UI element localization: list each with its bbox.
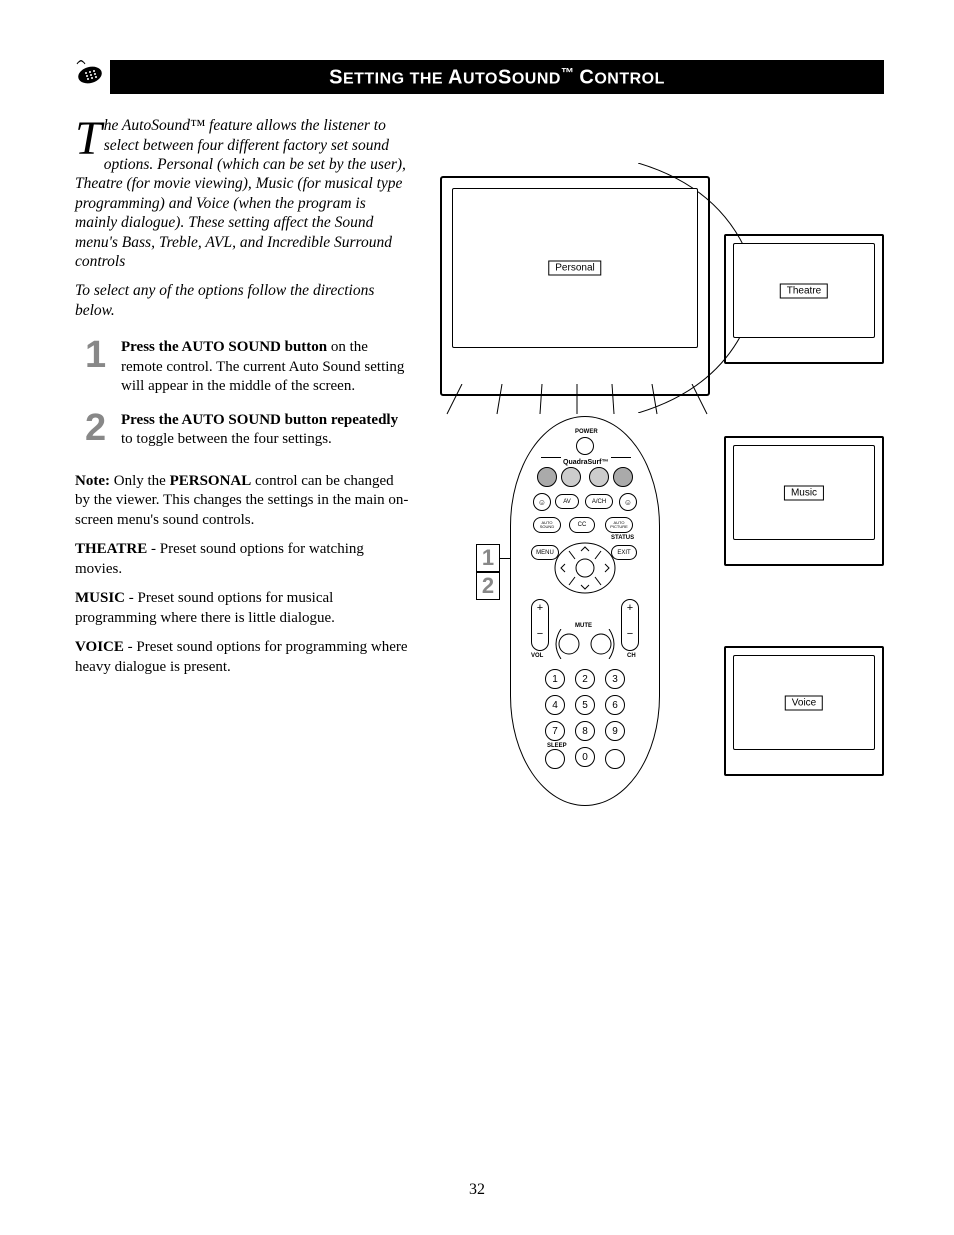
num-2: 2	[575, 669, 595, 689]
tv-music: Music	[724, 436, 884, 566]
tv-mode-label: Personal	[548, 261, 601, 276]
smiley-button-right: ☺	[619, 493, 637, 511]
tv-mode-label: Music	[784, 485, 824, 500]
num-0: 0	[575, 747, 595, 767]
nav-ring	[553, 541, 617, 595]
num-8: 8	[575, 721, 595, 741]
manual-page: SETTING THE AUTOSOUND™ CONTROL The AutoS…	[0, 0, 954, 1235]
num-4: 4	[545, 695, 565, 715]
num-3: 3	[605, 669, 625, 689]
step-number: 2	[85, 411, 107, 450]
num-5: 5	[575, 695, 595, 715]
power-button	[576, 437, 594, 455]
right-column: Personal Theatre Music	[440, 116, 884, 687]
tv-mode-label: Theatre	[780, 283, 828, 298]
av-button: AV	[555, 494, 579, 509]
step-number: 1	[85, 338, 107, 397]
sleep-button	[545, 749, 565, 769]
remote-illustration: POWER QuadraSurf™ ☺ AV A/CH ☺ AUTO SOUND…	[510, 416, 660, 806]
num-9: 9	[605, 721, 625, 741]
left-column: The AutoSound™ feature allows the listen…	[75, 116, 410, 687]
num-7: 7	[545, 721, 565, 741]
surf-button-1	[537, 467, 557, 487]
step-text: Press the AUTO SOUND button repeatedly t…	[121, 411, 410, 450]
ch-rocker: +−	[621, 599, 639, 651]
autosound-button: AUTO SOUND	[533, 517, 561, 533]
ach-button: A/CH	[585, 494, 613, 509]
tv-theatre: Theatre	[724, 234, 884, 364]
tv-screen: Personal	[452, 188, 698, 348]
step-1: 1 Press the AUTO SOUND button on the rem…	[75, 338, 410, 397]
callout-1: 1	[476, 544, 500, 572]
header-remote-icon	[75, 58, 105, 86]
surf-button-3	[589, 467, 609, 487]
surf-button-4	[613, 467, 633, 487]
intro-followup: To select any of the options follow the …	[75, 281, 410, 320]
vol-label: VOL	[531, 653, 543, 659]
blank-button	[605, 749, 625, 769]
num-6: 6	[605, 695, 625, 715]
surf-button-2	[561, 467, 581, 487]
content-area: The AutoSound™ feature allows the listen…	[75, 116, 884, 687]
mute-ring	[551, 629, 619, 659]
tv-main: Personal	[440, 176, 710, 396]
notes-block: Note: Only the PERSONAL control can be c…	[75, 472, 410, 678]
page-title-bar: SETTING THE AUTOSOUND™ CONTROL	[110, 60, 884, 94]
ch-label: CH	[627, 653, 636, 659]
page-number: 32	[469, 1181, 485, 1199]
intro-paragraph: The AutoSound™ feature allows the listen…	[75, 116, 410, 271]
step-text: Press the AUTO SOUND button on the remot…	[121, 338, 410, 397]
tv-voice: Voice	[724, 646, 884, 776]
callout-2: 2	[476, 572, 500, 600]
cc-button: CC	[569, 517, 595, 533]
brand-label: QuadraSurf™	[563, 459, 609, 466]
vol-rocker: +−	[531, 599, 549, 651]
smiley-button-left: ☺	[533, 493, 551, 511]
autopicture-button: AUTO PICTURE	[605, 517, 633, 533]
tv-mode-label: Voice	[785, 695, 823, 710]
drop-cap: T	[75, 116, 104, 157]
title-text: S	[329, 66, 343, 88]
power-label: POWER	[575, 429, 598, 435]
num-1: 1	[545, 669, 565, 689]
step-2: 2 Press the AUTO SOUND button repeatedly…	[75, 411, 410, 450]
remote-body: POWER QuadraSurf™ ☺ AV A/CH ☺ AUTO SOUND…	[510, 416, 660, 806]
